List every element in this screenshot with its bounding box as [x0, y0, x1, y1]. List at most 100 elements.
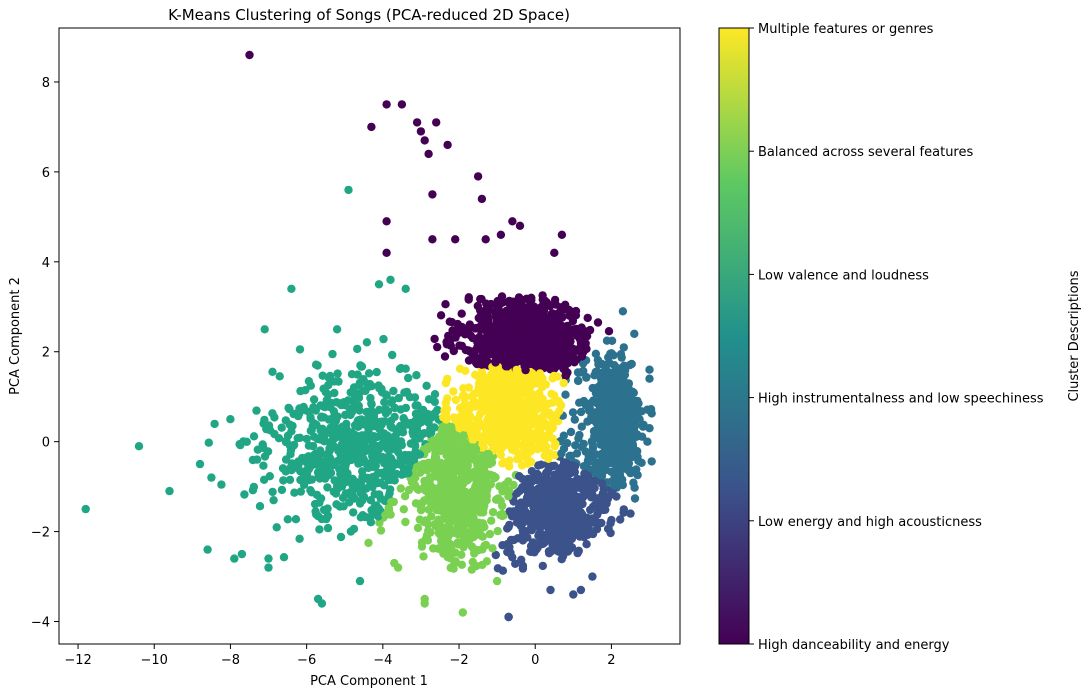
cluster-4-point — [400, 492, 410, 501]
cluster-3-point — [309, 419, 318, 428]
cluster-3-point — [403, 451, 412, 460]
cluster-1-point — [505, 542, 514, 552]
cluster-5-point — [551, 439, 560, 448]
cluster-4-point — [439, 531, 448, 540]
cluster-3-point — [270, 413, 279, 422]
y-tick-label: 0 — [42, 436, 50, 451]
cluster-3-point — [346, 442, 355, 451]
cluster-0-point — [436, 311, 446, 320]
cluster-2-point — [571, 441, 580, 450]
cluster-5-point — [552, 410, 561, 419]
cluster-1-point — [546, 585, 555, 595]
cluster-4-point — [482, 488, 491, 497]
cluster-0-point — [515, 301, 524, 311]
cluster-0-point — [420, 136, 429, 145]
cluster-4-point — [498, 487, 507, 496]
cluster-0-point — [471, 345, 481, 355]
cluster-5-point — [517, 416, 526, 425]
cluster-4-point — [404, 485, 414, 495]
colorbar-tick-label: High instrumentalness and low speechines… — [758, 392, 1044, 407]
cluster-2-point — [635, 415, 644, 424]
cluster-2-point — [618, 307, 628, 316]
cluster-1-point — [570, 526, 579, 535]
cluster-0-point — [464, 295, 473, 304]
cluster-2-point — [567, 451, 576, 461]
cluster-0-point — [550, 248, 559, 257]
cluster-1-point — [570, 467, 579, 477]
y-tick-label: 2 — [42, 346, 50, 361]
cluster-2-point — [573, 368, 583, 377]
cluster-0-point — [443, 140, 452, 150]
cluster-0-point — [521, 307, 530, 316]
cluster-4-point — [440, 479, 449, 488]
cluster-0-point — [533, 347, 543, 356]
cluster-2-point — [563, 439, 572, 448]
cluster-4-point — [440, 442, 449, 451]
cluster-2-point — [645, 424, 654, 433]
cluster-5-point — [451, 395, 461, 405]
cluster-5-point — [473, 416, 482, 426]
cluster-1-point — [586, 505, 595, 515]
cluster-5-point — [537, 382, 547, 392]
cluster-4-point — [440, 543, 449, 553]
cluster-1-point — [591, 494, 601, 504]
cluster-3-point — [338, 433, 347, 442]
cluster-5-point — [449, 387, 458, 396]
cluster-3-point — [268, 487, 277, 497]
cluster-3-point — [286, 450, 295, 459]
cluster-4-point — [492, 576, 502, 586]
cluster-3-point — [230, 554, 239, 563]
cluster-2-point — [647, 457, 656, 466]
cluster-5-point — [505, 377, 514, 386]
cluster-3-point — [316, 446, 325, 455]
cluster-1-point — [519, 511, 528, 520]
cluster-3-point — [396, 426, 405, 436]
cluster-1-point — [576, 585, 586, 595]
cluster-3-point — [342, 448, 351, 457]
cluster-5-point — [512, 365, 521, 375]
colorbar — [718, 27, 750, 645]
cluster-3-point — [345, 409, 354, 418]
cluster-5-point — [475, 409, 485, 419]
cluster-0-point — [544, 300, 554, 310]
cluster-4-point — [473, 504, 482, 513]
scatter-points-layer — [81, 50, 656, 622]
cluster-5-point — [443, 394, 452, 403]
cluster-1-point — [523, 533, 532, 542]
cluster-3-point — [388, 350, 397, 360]
colorbar-ticks: High danceability and energy Low energy a… — [749, 22, 1044, 653]
cluster-5-point — [526, 429, 535, 438]
cluster-1-point — [616, 515, 625, 524]
cluster-2-point — [637, 432, 647, 441]
cluster-5-point — [548, 374, 557, 383]
cluster-4-point — [423, 464, 433, 473]
cluster-5-point — [465, 412, 474, 421]
chart-title: K-Means Clustering of Songs (PCA-reduced… — [168, 6, 570, 24]
cluster-4-point — [471, 444, 481, 454]
cluster-3-point — [315, 471, 324, 480]
y-tick-label: 6 — [42, 166, 50, 181]
cluster-3-point — [249, 432, 259, 441]
cluster-3-point — [264, 563, 273, 572]
cluster-1-point — [569, 504, 579, 513]
cluster-3-point — [373, 469, 382, 478]
cluster-2-point — [616, 439, 625, 448]
cluster-3-point — [379, 334, 388, 344]
cluster-3-point — [289, 441, 298, 451]
cluster-3-point — [281, 416, 290, 425]
cluster-2-point — [646, 405, 656, 414]
cluster-3-point — [310, 450, 319, 460]
cluster-1-point — [527, 485, 537, 494]
cluster-1-point — [508, 553, 517, 562]
cluster-1-point — [565, 544, 575, 553]
cluster-1-point — [597, 518, 606, 528]
cluster-2-point — [629, 478, 638, 487]
cluster-3-point — [386, 275, 395, 284]
cluster-0-point — [505, 324, 514, 333]
cluster-3-point — [277, 485, 287, 495]
cluster-3-point — [304, 441, 314, 450]
y-tick-label: −2 — [31, 526, 50, 541]
cluster-0-point — [428, 190, 437, 199]
cluster-3-point — [409, 430, 418, 439]
